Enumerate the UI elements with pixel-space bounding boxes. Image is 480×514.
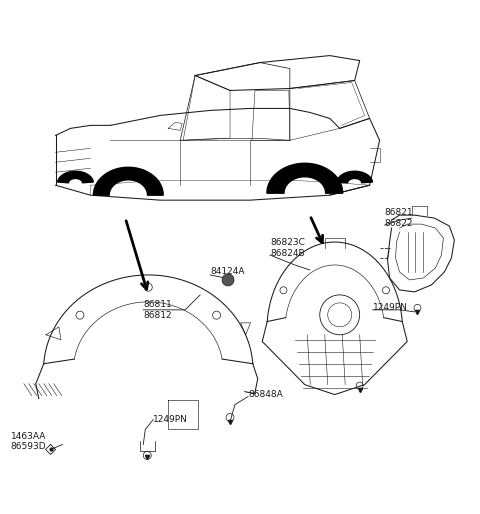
Text: 1463AA
86593D: 1463AA 86593D [11,432,46,451]
Text: 86848A: 86848A [248,390,283,399]
Text: 86823C
86824B: 86823C 86824B [270,238,305,258]
Circle shape [222,274,234,286]
Text: 86811
86812: 86811 86812 [144,300,172,320]
Text: 84124A: 84124A [210,267,245,277]
Text: 1249PN: 1249PN [153,415,188,424]
Polygon shape [94,167,163,195]
Polygon shape [267,163,343,193]
Polygon shape [58,171,93,183]
Polygon shape [337,171,372,183]
Text: 1249PN: 1249PN [372,303,408,313]
Text: 86821
86822: 86821 86822 [384,208,413,228]
